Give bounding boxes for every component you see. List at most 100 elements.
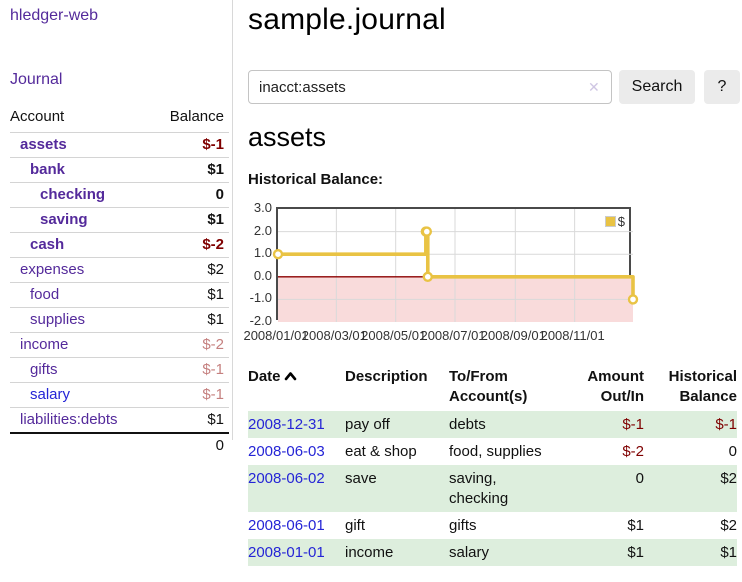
- transaction-date-link[interactable]: 2008-01-01: [248, 544, 325, 561]
- app-title-link[interactable]: hledger-web: [10, 7, 99, 24]
- account-row: income $-2: [10, 332, 229, 358]
- account-link-expenses[interactable]: expenses: [20, 261, 85, 278]
- y-axis-tick-label: 3.0: [253, 200, 272, 215]
- y-axis-tick-label: -2.0: [249, 313, 272, 328]
- transaction-accounts: saving, checking: [449, 470, 509, 507]
- main-content: sample.journal ✕ Search ? assets Histori…: [243, 0, 742, 582]
- account-link-gifts[interactable]: gifts: [30, 361, 58, 378]
- account-row: saving $1: [10, 207, 229, 233]
- transaction-row[interactable]: 2008-06-02 save saving, checking 0 $2: [248, 465, 737, 512]
- y-axis-tick-label: 1.0: [253, 245, 272, 261]
- transaction-description: eat & shop: [345, 443, 417, 460]
- sidebar-item-journal[interactable]: Journal: [10, 71, 63, 88]
- account-link-cash[interactable]: cash: [30, 236, 65, 253]
- transaction-accounts: salary: [449, 544, 490, 561]
- account-link-food[interactable]: food: [30, 286, 60, 303]
- description-column-header: Description: [345, 368, 428, 385]
- account-link-bank[interactable]: bank: [30, 161, 66, 178]
- transaction-accounts: debts: [449, 416, 486, 433]
- transaction-row[interactable]: 2008-06-01 gift gifts $1 $2: [248, 512, 737, 539]
- account-balance: $1: [151, 207, 229, 233]
- date-column-header[interactable]: Date: [248, 362, 345, 411]
- sidebar: hledger-web Journal Account Balance asse…: [0, 0, 233, 458]
- historical-balance-chart: $ 3.0 2.0 1.0 0.0 -1.0 -2.0 2008/01/01 2008/03/…: [243, 200, 742, 352]
- transaction-amount: 0: [635, 470, 644, 487]
- x-axis-tick-label: 2008/01/01: [243, 328, 309, 343]
- transaction-row[interactable]: 2008-12-31 pay off debts $-1 $-1: [248, 411, 737, 438]
- search-button[interactable]: Search: [619, 70, 695, 104]
- account-balance-table: Account Balance assets $-1 bank $1 check…: [10, 104, 229, 458]
- transaction-accounts: food, supplies: [449, 443, 542, 460]
- y-axis-tick-label: 2.0: [253, 222, 272, 238]
- account-column-header: Account: [10, 108, 65, 125]
- chart-plot-area: $: [272, 207, 639, 322]
- legend-series-swatch: [604, 216, 616, 227]
- transaction-description: gift: [345, 517, 366, 534]
- clear-search-icon[interactable]: ✕: [588, 79, 600, 95]
- search-form: ✕ Search ?: [248, 70, 742, 104]
- account-row: bank $1: [10, 157, 229, 183]
- x-axis-tick-label: 2008/07/01: [420, 328, 486, 343]
- transaction-accounts: gifts: [449, 517, 477, 534]
- transaction-date-link[interactable]: 2008-06-02: [248, 470, 325, 487]
- transaction-balance: $2: [720, 517, 737, 534]
- historical-column-header: Historical Balance: [668, 368, 737, 405]
- transaction-date-link[interactable]: 2008-06-03: [248, 443, 325, 460]
- sort-ascending-icon: [284, 367, 297, 387]
- page-title: sample.journal: [248, 3, 446, 36]
- x-axis-tick-label: 2008/05/01: [361, 328, 427, 343]
- account-link-checking[interactable]: checking: [40, 186, 106, 203]
- account-heading: assets: [248, 122, 327, 152]
- account-balance: $1: [151, 282, 229, 308]
- transaction-description: income: [345, 544, 394, 561]
- x-axis-tick-label: 2008/11/01: [540, 328, 605, 343]
- account-link-supplies[interactable]: supplies: [30, 311, 86, 328]
- account-link-liabilities-debts[interactable]: liabilities:debts: [20, 411, 118, 428]
- legend-series-label: $: [617, 214, 625, 229]
- transaction-amount: $1: [627, 517, 644, 534]
- transaction-row[interactable]: 2008-01-01 income salary $1 $1: [248, 539, 737, 566]
- transaction-amount: $1: [627, 544, 644, 561]
- transaction-balance: $2: [720, 470, 737, 487]
- transaction-date-link[interactable]: 2008-12-31: [248, 416, 325, 433]
- account-balance: $-1: [151, 357, 229, 383]
- account-balance: $-2: [151, 232, 229, 258]
- transaction-date-link[interactable]: 2008-06-01: [248, 517, 325, 534]
- balance-column-header: Balance: [169, 108, 224, 125]
- transaction-balance: $-1: [715, 416, 737, 433]
- transaction-amount: $-1: [622, 416, 644, 433]
- account-row: gifts $-1: [10, 357, 229, 383]
- account-row: liabilities:debts $1: [10, 407, 229, 433]
- tofrom-column-header: To/From Account(s): [449, 368, 528, 405]
- x-axis-tick-label: 2008/09/01: [480, 328, 546, 343]
- account-balance: $1: [151, 407, 229, 433]
- account-balance: $1: [151, 157, 229, 183]
- total-balance: 0: [151, 432, 229, 458]
- account-balance: $-1: [151, 132, 229, 158]
- account-row: cash $-2: [10, 232, 229, 258]
- y-axis-tick-label: 0.0: [253, 267, 272, 283]
- account-row: assets $-1: [10, 132, 229, 158]
- account-balance: $-2: [151, 332, 229, 358]
- y-axis-tick-label: -1.0: [249, 290, 272, 306]
- account-link-income[interactable]: income: [20, 336, 69, 353]
- x-axis-tick-label: 2008/03/01: [301, 328, 367, 343]
- account-row: food $1: [10, 282, 229, 308]
- amount-column-header: Amount Out/In: [587, 368, 644, 405]
- transaction-row[interactable]: 2008-06-03 eat & shop food, supplies $-2…: [248, 438, 737, 465]
- transaction-description: save: [345, 470, 377, 487]
- transaction-description: pay off: [345, 416, 390, 433]
- account-link-saving[interactable]: saving: [40, 211, 88, 228]
- account-link-assets[interactable]: assets: [20, 136, 67, 153]
- account-balance: $1: [151, 307, 229, 333]
- account-row: salary $-1: [10, 382, 229, 408]
- account-total-row: 0: [10, 432, 229, 458]
- account-balance: $-1: [151, 382, 229, 408]
- help-button[interactable]: ?: [704, 70, 740, 104]
- transactions-header-row: Date Description To/From Account(s) Amou…: [248, 362, 737, 411]
- chart-legend: $: [603, 214, 626, 229]
- account-row: supplies $1: [10, 307, 229, 333]
- chart-canvas: [272, 209, 639, 322]
- search-input[interactable]: [248, 70, 612, 104]
- account-link-salary[interactable]: salary: [30, 386, 71, 403]
